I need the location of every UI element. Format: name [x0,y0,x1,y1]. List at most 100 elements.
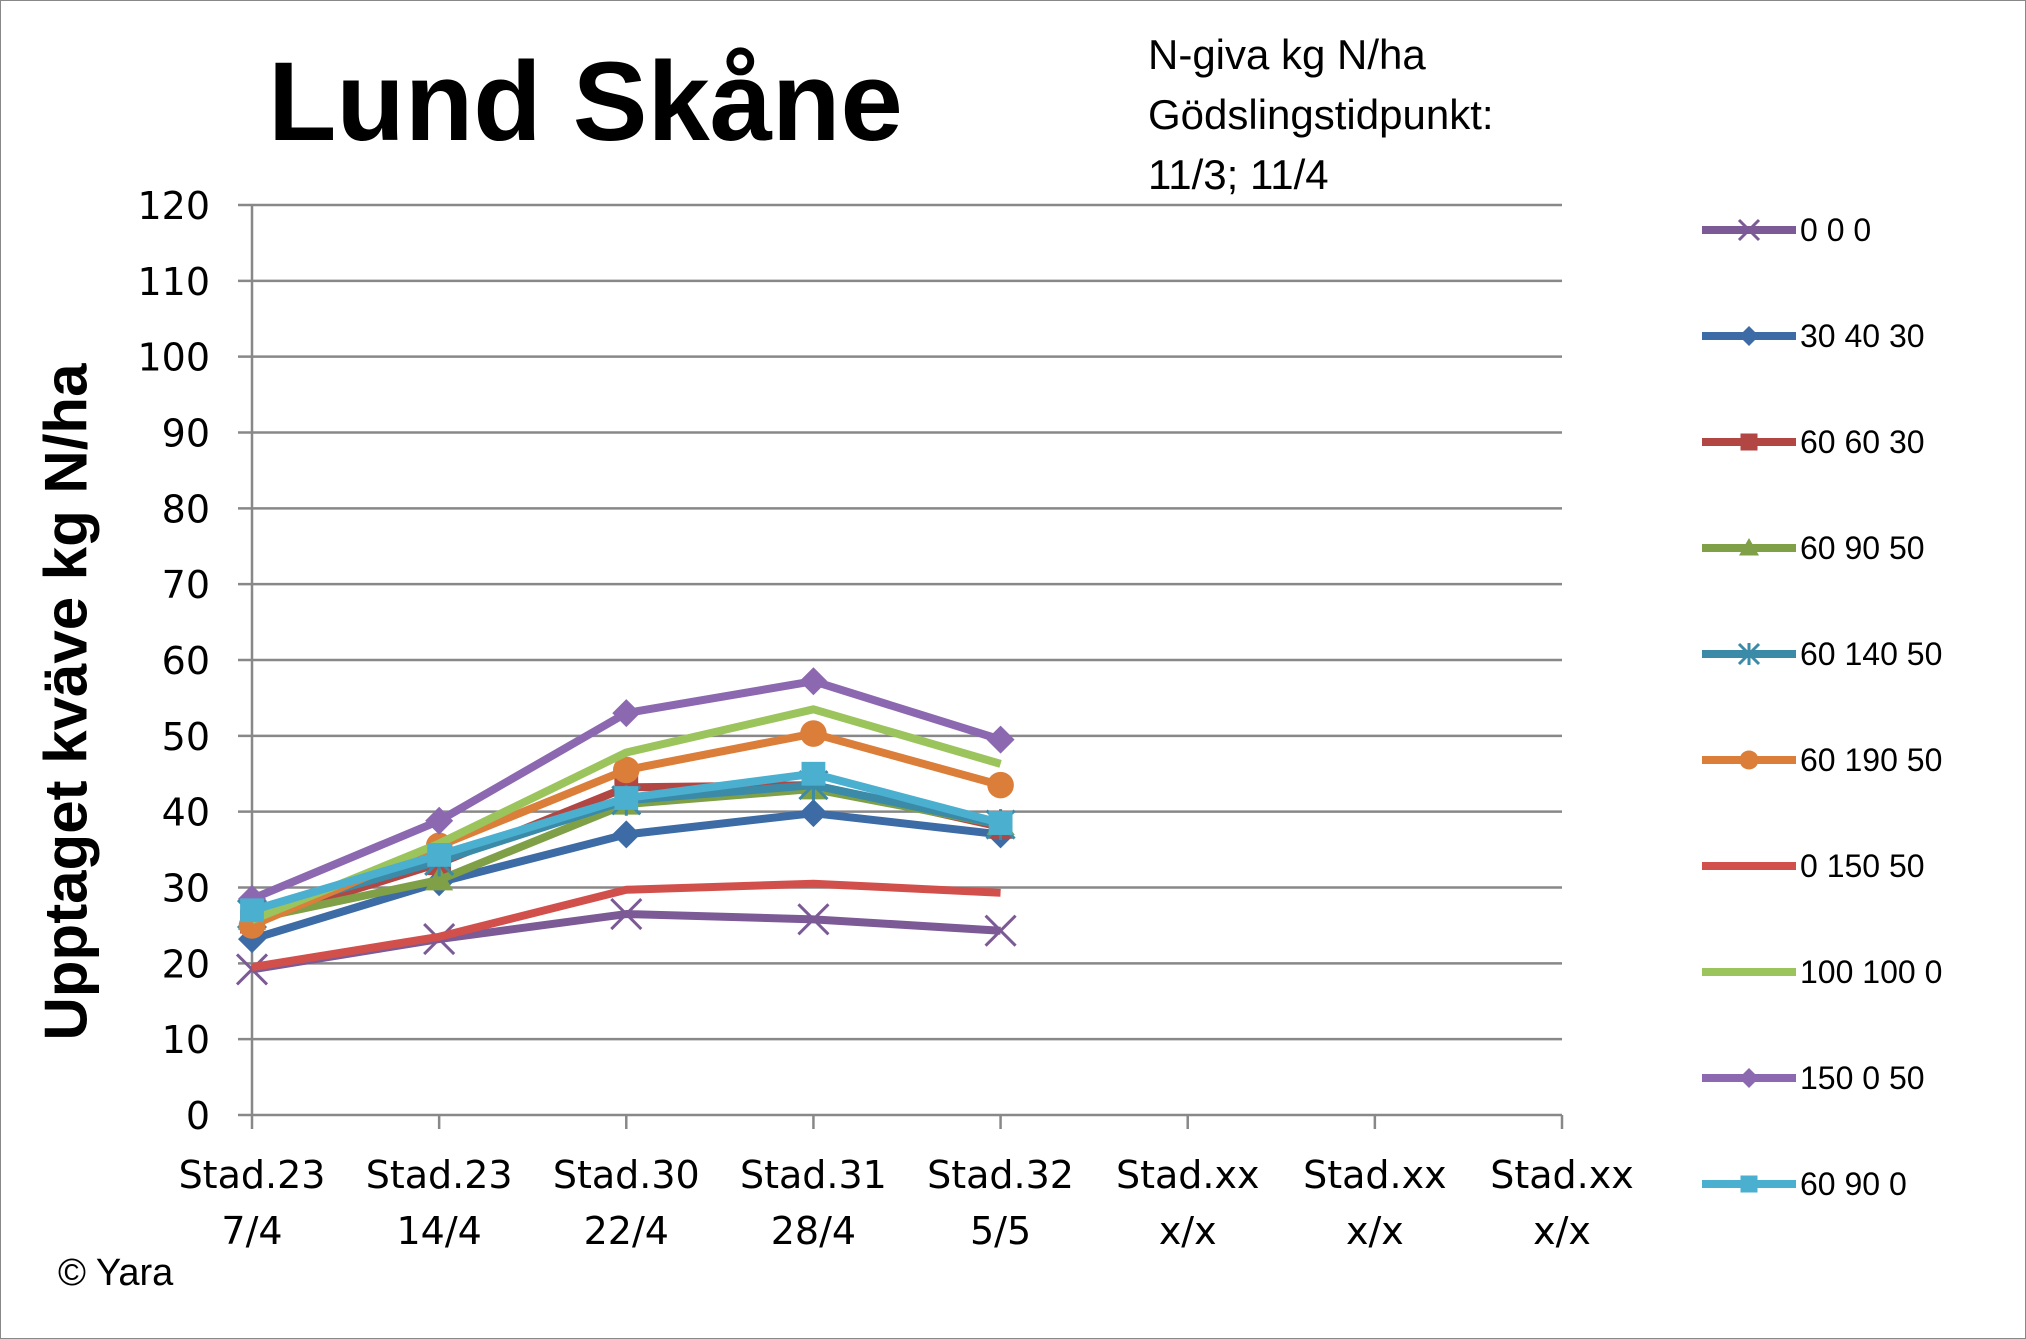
series-line [251,910,1001,974]
data-point [240,898,264,923]
series-60-90-0 [240,761,1013,923]
series-100-100-0 [250,705,1002,924]
legend-swatch [1702,326,1796,346]
legend-item: 60 190 50 [1700,730,2000,790]
legend-item: 60 140 50 [1700,624,2000,684]
legend-marker [1737,642,1761,666]
legend-item: 0 150 50 [1700,836,2000,896]
data-point [610,897,643,931]
data-point [612,820,641,849]
data-point [612,756,640,784]
legend-label: 0 150 50 [1800,848,1925,884]
x-tick-label: 5/5 [970,1209,1031,1253]
data-point [797,903,830,936]
legend-swatch [1702,1175,1796,1193]
x-tick-label: x/x [1159,1209,1217,1253]
legend-item: 100 100 0 [1700,942,2000,1002]
y-axis-label: Upptaget kväve kg N/ha [32,363,100,1041]
legend: 0 0 0 30 40 30 60 60 30 60 90 50 60 140 50 60… [1700,200,2000,1240]
legend-marker [1739,750,1759,770]
subtitle-line: 11/3; 11/4 [1148,151,1329,198]
x-tick-label: x/x [1346,1209,1404,1253]
y-tick-label: 60 [162,639,210,683]
legend-item: 60 60 30 [1700,412,2000,472]
series-0-150-50 [251,879,1001,972]
legend-marker [1739,538,1759,556]
data-point [425,806,454,835]
x-tick-label: Stad.32 [927,1153,1074,1197]
y-tick-label: 0 [186,1094,210,1138]
legend-item: 30 40 30 [1700,306,2000,366]
y-tick-label: 90 [162,412,210,456]
data-point [614,786,639,810]
x-tick-label: x/x [1533,1209,1591,1253]
legend-label: 0 0 0 [1800,212,1872,248]
legend-item: 0 0 0 [1700,200,2000,260]
data-point [984,914,1017,947]
copyright-notice: © Yara [58,1252,174,1294]
x-tick-label: Stad.23 [366,1153,513,1197]
subtitle-line: Gödslingstidpunkt: [1148,91,1494,138]
data-point [235,953,269,986]
series-line [250,705,1002,924]
legend-label: 60 90 50 [1800,530,1925,566]
y-tick-label: 80 [162,487,210,531]
data-point [800,720,827,747]
legend-item: 60 90 50 [1700,518,2000,578]
legend-label: 60 90 0 [1800,1166,1907,1202]
y-tick-label: 70 [162,563,210,607]
series-line [251,879,1001,972]
y-tick-label: 120 [137,184,210,228]
y-tick-label: 50 [162,715,210,759]
data-point [987,771,1014,799]
legend-swatch [1702,750,1796,770]
x-tick-label: Stad.31 [740,1153,887,1197]
legend-swatch [1702,218,1796,242]
legend-label: 60 190 50 [1800,742,1943,778]
legend-swatch [1702,1068,1796,1088]
legend-marker [1737,218,1761,242]
x-tick-label: 22/4 [584,1209,669,1253]
chart-title: Lund Skåne [268,39,903,164]
x-tick-label: Stad.23 [179,1153,326,1197]
data-point [986,725,1015,754]
x-tick-label: Stad.xx [1303,1153,1446,1197]
data-point [988,811,1013,835]
legend-swatch [1702,538,1796,556]
subtitle-line: N-giva kg N/ha [1148,31,1426,78]
legend-swatch [1702,642,1796,666]
y-tick-label: 30 [162,867,210,911]
legend-label: 60 140 50 [1800,636,1943,672]
data-point [612,699,641,728]
x-tick-label: Stad.xx [1490,1153,1633,1197]
legend-item: 150 0 50 [1700,1048,2000,1108]
legend-label: 60 60 30 [1800,424,1925,460]
y-tick-label: 20 [162,942,210,986]
legend-swatch [1702,862,1796,870]
legend-label: 100 100 0 [1800,954,1943,990]
y-tick-label: 110 [137,260,210,304]
x-tick-label: Stad.xx [1116,1153,1259,1197]
x-tick-label: 28/4 [771,1209,856,1253]
legend-swatch [1702,433,1796,451]
data-point [425,865,454,891]
chart-subtitle: N-giva kg N/ha Gödslingstidpunkt: 11/3; … [1148,25,1494,205]
legend-label: 30 40 30 [1800,318,1925,354]
data-point [799,799,828,828]
data-point [799,667,828,696]
legend-swatch [1702,968,1796,976]
legend-marker [1739,326,1759,346]
data-point [427,842,452,867]
legend-marker [1740,433,1758,451]
data-point [801,761,826,786]
x-tick-label: 14/4 [396,1209,481,1253]
x-tick-label: Stad.30 [553,1153,700,1197]
y-tick-label: 100 [137,336,210,380]
y-tick-label: 40 [162,791,210,835]
x-tick-label: 7/4 [221,1209,282,1253]
legend-marker [1739,1068,1759,1088]
legend-marker [1740,1175,1758,1193]
legend-label: 150 0 50 [1800,1060,1925,1096]
y-tick-label: 10 [162,1018,210,1062]
